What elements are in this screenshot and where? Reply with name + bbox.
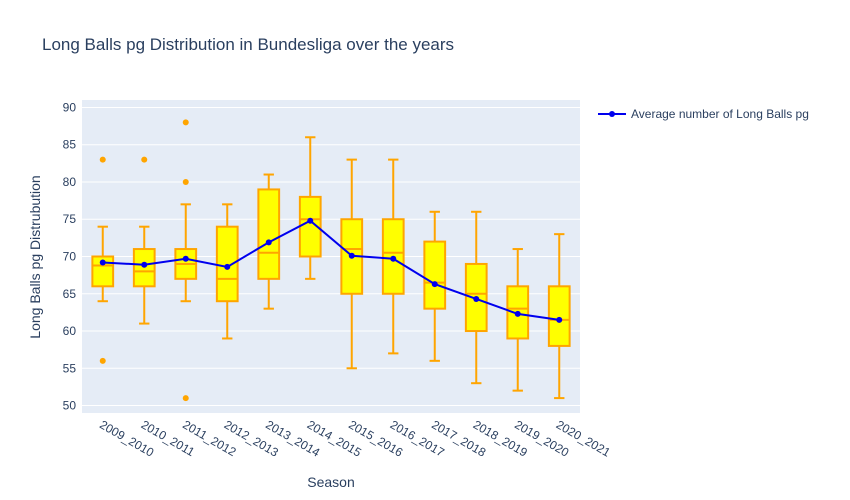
box-2017_2018 [423, 210, 447, 362]
average-point [431, 281, 438, 288]
y-tick-label: 90 [63, 100, 77, 114]
y-tick-label: 60 [63, 324, 77, 338]
average-point [473, 295, 480, 302]
average-point [514, 310, 521, 317]
box-body [423, 240, 447, 310]
average-point [390, 255, 397, 262]
grid-lines [82, 106, 580, 407]
legend-marker-swatch [609, 111, 615, 117]
chart-title: Long Balls pg Distribution in Bundesliga… [42, 35, 454, 54]
average-point [265, 239, 272, 246]
legend[interactable]: Average number of Long Balls pg [598, 107, 809, 121]
average-point [556, 316, 563, 323]
average-point [182, 255, 189, 262]
average-line [102, 219, 560, 321]
y-tick-label: 65 [63, 287, 77, 301]
average-point [141, 261, 148, 268]
outlier-point [99, 357, 106, 364]
x-axis-ticks: 2009_20102010_20112011_20122012_20132013… [97, 417, 613, 459]
y-tick-label: 80 [63, 175, 77, 189]
average-point [348, 252, 355, 259]
outlier-point [182, 395, 189, 402]
legend-label-average: Average number of Long Balls pg [631, 107, 809, 121]
y-axis-ticks: 50 55 60 65 70 75 80 85 90 [63, 100, 77, 412]
box-2013_2014 [257, 173, 281, 310]
box-2009_2010 [91, 156, 115, 364]
box-body [547, 285, 571, 347]
outlier-point [182, 119, 189, 126]
box-2014_2015 [298, 136, 322, 280]
y-tick-label: 55 [63, 361, 77, 375]
y-tick-label: 50 [63, 399, 77, 413]
box-series [91, 119, 571, 402]
y-axis-title: Long Balls pg Distrubution [27, 175, 43, 338]
box-2020_2021 [547, 233, 571, 400]
x-axis-title: Season [307, 474, 354, 490]
y-tick-label: 85 [63, 138, 77, 152]
outlier-point [99, 156, 106, 163]
average-point [224, 263, 231, 270]
average-point [99, 259, 106, 266]
y-tick-label: 70 [63, 250, 77, 264]
box-2011_2012 [174, 119, 198, 402]
box-body [257, 188, 281, 280]
average-point [307, 217, 314, 224]
average-line-series [99, 217, 563, 323]
y-tick-label: 75 [63, 212, 77, 226]
outlier-point [182, 178, 189, 185]
outlier-point [141, 156, 148, 163]
box-body [91, 255, 115, 288]
